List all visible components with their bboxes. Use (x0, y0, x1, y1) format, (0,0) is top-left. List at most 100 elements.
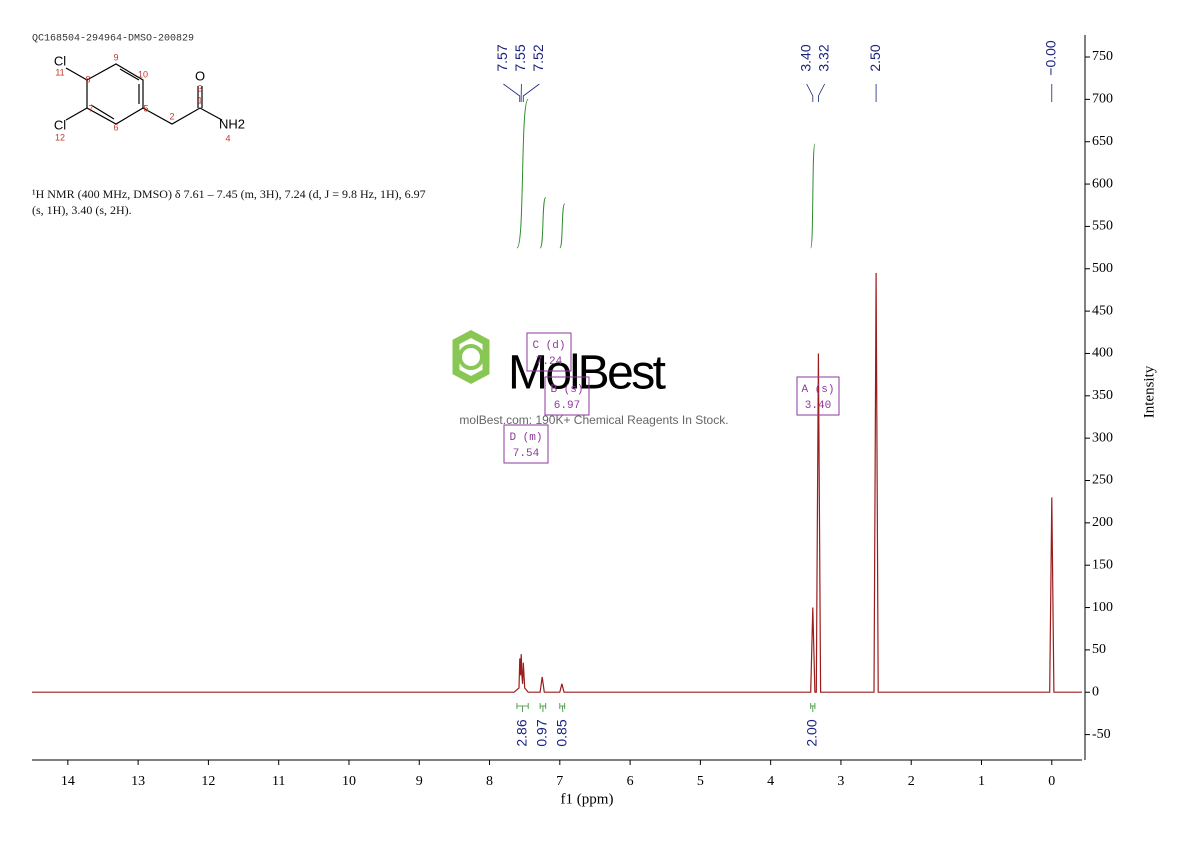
chart-title: QC168504-294964-DMSO-200829 (32, 34, 194, 45)
y-tick-label: 700 (1092, 92, 1113, 107)
peak-label: −0.00 (1042, 40, 1058, 76)
peak-label: 7.55 (512, 44, 528, 71)
x-tick-label: 14 (61, 774, 75, 789)
atom-number: 2 (169, 111, 174, 121)
x-tick-label: 10 (342, 774, 356, 789)
x-tick-label: 0 (1048, 774, 1055, 789)
integral-curve (516, 98, 529, 249)
integral-curve (810, 143, 816, 249)
multiplet-box (503, 424, 549, 464)
bond (119, 68, 140, 81)
multiplet-shift: 3.40 (805, 400, 831, 412)
atom-label: NH2 (219, 116, 245, 131)
y-tick-label: 50 (1092, 642, 1106, 657)
atom-number: 9 (113, 52, 118, 62)
x-tick-label: 12 (201, 774, 215, 789)
multiplet-name: D (m) (509, 432, 542, 444)
y-tick-label: 350 (1092, 388, 1113, 403)
y-tick-label: 550 (1092, 219, 1113, 234)
x-axis-label: f1 (ppm) (561, 791, 614, 807)
x-tick-label: 6 (627, 774, 634, 789)
integral-bracket (516, 703, 529, 712)
logo-ring (458, 344, 484, 370)
peak-label: 3.32 (815, 44, 831, 71)
peak-leader (522, 83, 540, 102)
y-tick-label: 200 (1092, 515, 1113, 530)
x-tick-label: 13 (131, 774, 145, 789)
peak-leader (503, 83, 521, 102)
integral-bracket (539, 703, 547, 712)
x-tick-label: 4 (767, 774, 774, 789)
atom-number: 12 (55, 132, 65, 142)
spectrum-line (32, 272, 1082, 693)
y-tick-label: 450 (1092, 303, 1113, 318)
x-tick-label: 8 (486, 774, 493, 789)
multiplet-box (544, 376, 590, 416)
x-tick-label: 5 (697, 774, 704, 789)
bond (65, 67, 88, 81)
x-tick-label: 2 (908, 774, 915, 789)
multiplet-shift: 7.54 (513, 448, 540, 460)
integral-curve (539, 197, 547, 249)
peak-label: 2.50 (867, 44, 883, 71)
integral-bracket (559, 703, 566, 713)
atom-label: Cl (54, 53, 66, 68)
atom-number: 5 (143, 103, 148, 113)
multiplet-name: B (s) (550, 384, 583, 396)
integral-curve (559, 203, 566, 249)
atom-number: 3 (197, 83, 202, 93)
atom-number: 11 (55, 67, 64, 77)
x-tick-label: 9 (416, 774, 423, 789)
ring (86, 63, 144, 125)
y-tick-label: 750 (1092, 49, 1113, 64)
multiplet-shift: 6.97 (554, 400, 580, 412)
x-tick-label: 11 (272, 774, 285, 789)
peak-label: 7.52 (530, 44, 546, 71)
nmr-description: ¹H NMR (400 MHz, DMSO) δ 7.61 – 7.45 (m,… (32, 187, 426, 217)
watermark-logo: MolBest (508, 347, 666, 400)
multiplet-shift: 7.24 (536, 356, 563, 368)
x-tick-label: 3 (837, 774, 844, 789)
atom-number: 1 (197, 95, 202, 105)
y-tick-label: 150 (1092, 557, 1113, 572)
atom-number: 10 (138, 69, 148, 79)
multiplet-box (526, 332, 572, 372)
logo-hex (452, 330, 490, 384)
atom-number: 4 (225, 133, 230, 143)
y-tick-label: 500 (1092, 261, 1113, 276)
y-tick-label: 300 (1092, 430, 1113, 445)
x-tick-label: 1 (978, 774, 985, 789)
y-axis-label: Intensity (1141, 365, 1157, 418)
atom-label: Cl (54, 117, 66, 132)
integral-bracket (810, 703, 816, 712)
peak-label: 7.57 (494, 44, 510, 71)
peak-label: 3.40 (797, 44, 813, 71)
atom-number: 6 (113, 122, 118, 132)
y-tick-label: 100 (1092, 600, 1113, 615)
peak-leader (818, 83, 825, 102)
atom-number: 8 (85, 74, 90, 84)
y-tick-label: 600 (1092, 176, 1113, 191)
multiplet-box (796, 376, 840, 416)
integral-label: 0.85 (554, 719, 570, 746)
y-tick-label: 250 (1092, 473, 1113, 488)
y-tick-label: 400 (1092, 346, 1113, 361)
watermark-tagline: molBest.com: 190K+ Chemical Reagents In … (459, 413, 728, 427)
integral-label: 2.00 (804, 719, 820, 746)
y-tick-label: -50 (1092, 727, 1111, 742)
atom-label: O (195, 68, 205, 83)
y-tick-label: 650 (1092, 134, 1113, 149)
y-tick-label: 0 (1092, 684, 1099, 699)
atom-number: 7 (88, 103, 93, 113)
bond (65, 107, 88, 121)
watermark (452, 330, 490, 384)
x-tick-label: 7 (556, 774, 563, 789)
integral-label: 2.86 (513, 719, 529, 746)
bond (142, 107, 223, 125)
multiplet-name: C (d) (532, 340, 565, 352)
multiplet-name: A (s) (801, 384, 834, 396)
bond (90, 104, 115, 120)
integral-label: 0.97 (534, 719, 550, 746)
